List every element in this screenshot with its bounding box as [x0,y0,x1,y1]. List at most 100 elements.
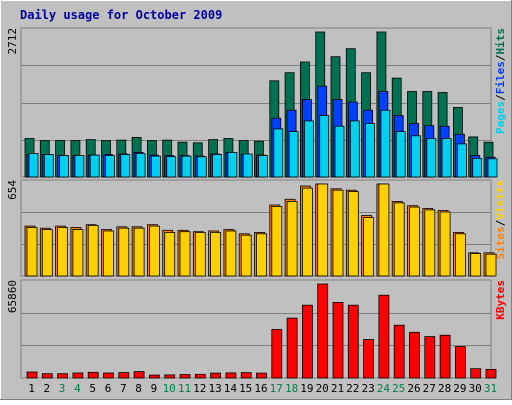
bar-kbytes-7 [118,372,130,379]
x-label-day-18: 18 [285,382,298,395]
x-label-day-17: 17 [270,382,283,395]
bar-visits-12 [194,231,206,277]
bar-visits-23 [363,217,375,277]
bar-kbytes-11 [179,374,191,379]
legend-files: Files [494,61,507,94]
bar-visits-13 [210,231,222,277]
bar-visits-25 [393,202,405,277]
bar-kbytes-24 [378,294,390,379]
bar-pages-13 [212,154,223,178]
bar-visits-1 [26,227,38,277]
bar-visits-7 [118,227,130,277]
bar-visits-26 [409,206,420,277]
x-label-day-26: 26 [407,382,420,395]
legend-sep-3: / [494,219,507,226]
bar-visits-3 [57,227,68,277]
bar-pages-9 [150,155,161,178]
x-label-day-24: 24 [377,382,391,395]
x-label-day-11: 11 [178,382,191,395]
x-label-day-23: 23 [361,382,374,395]
bar-pages-30 [472,157,483,178]
legend-hits-panel: Pages/Files/Hits [494,28,507,134]
bar-pages-18 [288,131,299,178]
bar-pages-22 [349,120,360,178]
bar-visits-22 [347,191,359,277]
legend-visits-panel: Sites/Visits [494,180,507,260]
x-label-day-20: 20 [316,382,329,395]
bar-visits-16 [256,233,267,277]
bar-visits-29 [454,233,466,277]
bar-kbytes-14 [225,372,237,379]
bar-pages-8 [135,153,146,178]
hits-max-label: 2712 [6,28,19,55]
bar-kbytes-29 [454,346,466,379]
bar-visits-15 [240,234,252,277]
bar-pages-4 [74,155,85,178]
legend-hits: Hits [494,28,507,55]
bar-visits-14 [225,230,237,277]
bar-kbytes-6 [103,372,114,379]
bar-pages-17 [273,128,284,178]
bar-kbytes-27 [424,336,436,379]
bar-visits-27 [424,209,436,277]
x-label-day-21: 21 [331,382,344,395]
x-label-day-19: 19 [300,382,313,395]
x-label-day-31: 31 [484,382,497,395]
bar-visits-8 [133,227,145,277]
x-label-day-25: 25 [392,382,405,395]
x-label-day-14: 14 [224,382,238,395]
bar-visits-5 [87,224,99,277]
bar-visits-4 [72,229,84,277]
legend-kbytes-panel: KBytes [494,280,507,320]
bar-kbytes-31 [485,368,497,379]
x-label-day-4: 4 [74,382,81,395]
bar-kbytes-25 [393,324,405,379]
bar-visits-9 [148,225,160,277]
x-label-day-5: 5 [89,382,96,395]
bar-pages-12 [196,156,207,178]
bar-kbytes-2 [41,373,53,379]
kbytes-max-label: 65860 [6,280,19,313]
bar-pages-2 [43,154,54,178]
bar-pages-31 [487,158,498,178]
bar-pages-19 [303,120,314,178]
legend-sep-2: / [494,54,507,61]
x-label-day-8: 8 [135,382,142,395]
x-label-day-27: 27 [423,382,436,395]
bar-visits-21 [332,189,344,277]
bar-pages-25 [395,131,406,178]
bar-visits-31 [485,253,497,277]
bar-pages-11 [181,155,192,178]
chart-title: Daily usage for October 2009 [20,8,222,22]
x-label-day-28: 28 [438,382,451,395]
legend-pages: Pages [494,101,507,134]
bar-visits-2 [41,229,53,277]
bar-pages-24 [380,109,391,178]
bar-visits-28 [439,211,451,277]
bar-kbytes-4 [72,372,84,379]
bar-pages-26 [411,135,421,178]
bar-kbytes-23 [363,339,375,379]
bar-visits-19 [301,187,313,277]
bar-visits-20 [317,183,329,277]
bar-kbytes-17 [271,329,283,379]
bar-visits-30 [470,253,482,277]
visits-max-label: 654 [6,180,19,200]
bar-pages-21 [334,125,345,178]
x-label-day-29: 29 [453,382,466,395]
bar-pages-29 [456,143,467,178]
x-label-day-2: 2 [43,382,50,395]
x-label-day-16: 16 [254,382,267,395]
x-axis-labels: 1 2 3 4 5 6 7 8 9 10 11 12 13 14 15 16 17 18 19 20 21 22 23 24 2… [28,382,497,395]
bar-kbytes-9 [148,374,160,379]
bar-kbytes-30 [470,368,482,379]
legend-sites: Sites [494,226,507,259]
x-label-day-10: 10 [163,382,176,395]
legend-kbytes: KBytes [494,280,507,320]
bar-kbytes-28 [439,334,451,379]
bar-pages-6 [105,155,115,178]
x-label-day-12: 12 [193,382,206,395]
bar-pages-3 [59,155,69,178]
bar-pages-1 [28,153,39,178]
bar-kbytes-18 [286,317,298,379]
